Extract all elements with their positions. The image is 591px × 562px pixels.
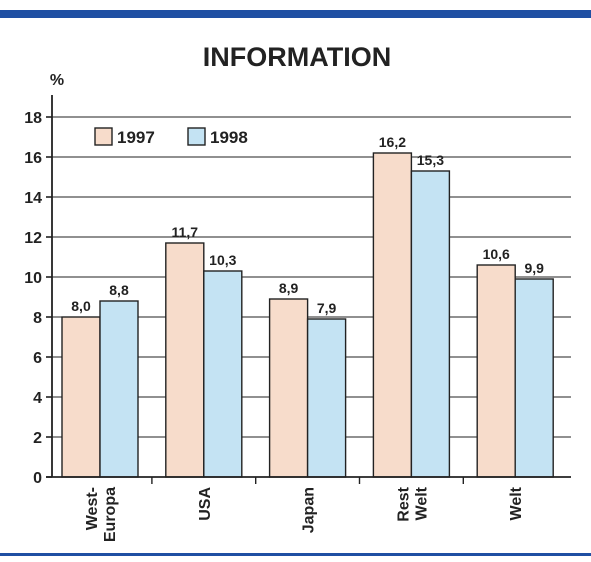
category-label-group: Japan [301,487,318,533]
data-label: 10,6 [483,246,510,262]
bar [372,152,413,478]
data-label: 8,8 [109,282,129,298]
bar [203,270,243,478]
y-tick-label: 6 [33,350,42,367]
chart-title: INFORMATION [203,42,391,72]
y-tick-label: 14 [24,190,42,207]
category-label: Welt [413,486,430,520]
y-tick-label: 16 [24,150,42,167]
data-label: 15,3 [417,152,444,168]
bar [410,170,451,478]
bottom-rule [0,553,591,556]
category-label: USA [197,487,214,521]
data-label: 10,3 [209,252,236,268]
legend-swatch [187,127,206,146]
bar [476,264,516,478]
y-tick-label: 8 [33,310,42,327]
y-tick-label: 0 [33,470,42,487]
y-tick-label: 12 [24,230,42,247]
category-label-group: Welt [508,486,525,520]
data-label: 7,9 [317,300,337,316]
bar [61,316,101,478]
y-tick-label: 10 [24,270,42,287]
data-label: 8,0 [71,298,91,314]
category-label: Europa [102,487,119,542]
category-label: Rest [395,486,412,521]
y-tick-label: 18 [24,110,42,127]
legend-label: 1998 [210,128,248,147]
y-tick-label: 2 [33,430,42,447]
value-labels: 8,0 8,8 11,7 10,3 8,9 7,9 16,2 15,3 10,6 9,9 [71,134,544,316]
bar [99,300,139,478]
bars [61,152,554,478]
y-tick-label: 4 [33,390,42,407]
bar [514,278,554,478]
category-label-group: USA [197,487,214,521]
category-label: Welt [508,486,525,520]
data-label: 9,9 [524,260,544,276]
category-label: Japan [301,487,318,533]
top-rule [0,10,591,18]
bar [268,298,309,478]
data-label: 16,2 [379,134,406,150]
bar [306,318,347,478]
legend-label: 1997 [117,128,155,147]
data-label: 11,7 [172,224,199,240]
category-label: West- [84,487,101,530]
category-label-group: West- Europa [84,487,119,542]
y-axis-unit: % [50,72,64,89]
data-label: 8,9 [279,280,299,296]
legend-swatch [94,127,113,146]
category-label-group: Rest Welt [395,486,430,521]
legend: 1997 1998 [94,127,248,147]
bar [165,242,205,478]
